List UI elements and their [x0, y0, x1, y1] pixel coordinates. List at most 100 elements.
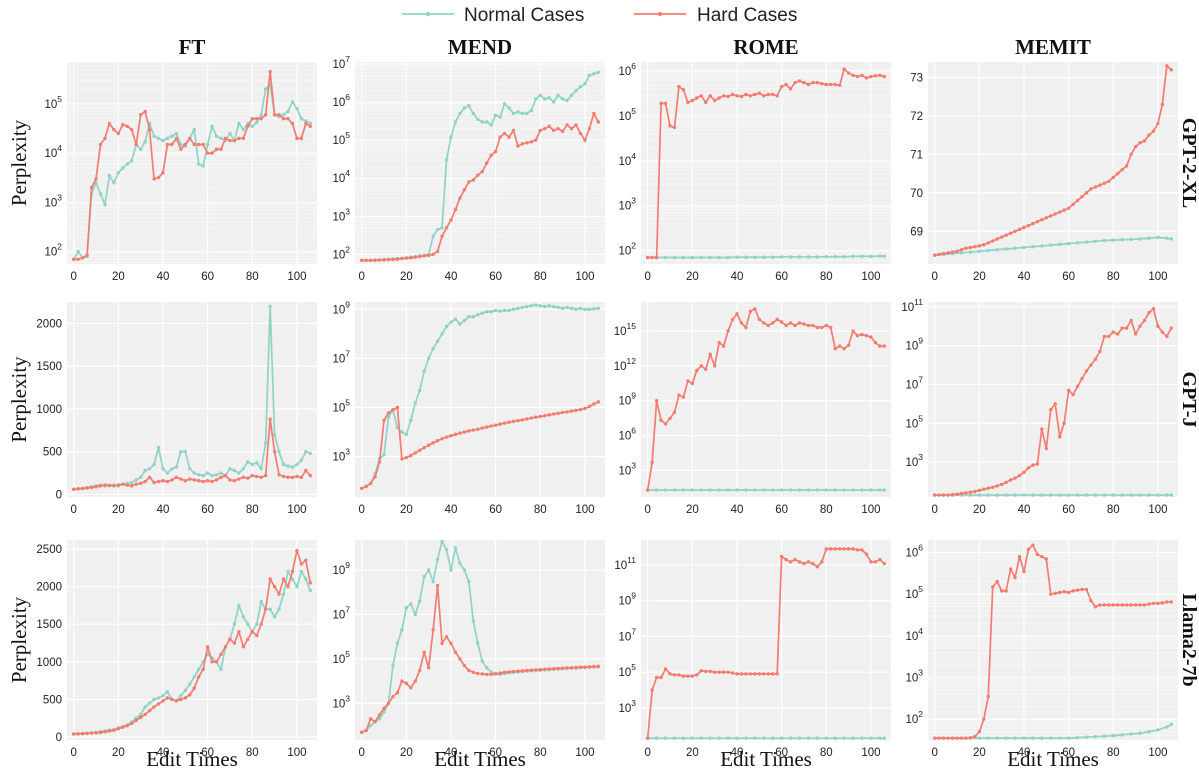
- x-tick-label: 80: [246, 271, 259, 283]
- data-point-normal: [986, 493, 990, 497]
- data-point-hard: [89, 731, 94, 735]
- data-point-hard: [650, 460, 654, 464]
- y-tick-base: 10: [905, 379, 918, 391]
- data-point-normal: [815, 255, 820, 259]
- data-point-hard: [1066, 590, 1071, 595]
- data-point-hard: [161, 171, 165, 175]
- data-point-normal: [534, 303, 538, 307]
- y-tick-exponent: 5: [631, 106, 636, 116]
- data-point-normal: [413, 612, 417, 617]
- data-point-normal: [968, 493, 973, 497]
- data-point-hard: [431, 252, 435, 257]
- x-tick-label: 40: [1018, 271, 1031, 283]
- data-point-hard: [1107, 334, 1111, 339]
- data-point-normal: [281, 462, 286, 467]
- data-point-hard: [829, 325, 833, 330]
- y-tick-exponent: 3: [918, 668, 923, 678]
- data-point-hard: [413, 679, 417, 683]
- data-point-normal: [587, 73, 592, 78]
- data-point-normal: [476, 641, 480, 646]
- x-tick-label: 80: [820, 271, 833, 283]
- data-point-normal: [1066, 493, 1071, 497]
- data-point-hard: [534, 415, 538, 419]
- data-point-hard: [878, 344, 882, 348]
- y-tick-base: 10: [332, 698, 345, 710]
- data-point-hard: [485, 425, 489, 429]
- data-point-hard: [152, 177, 156, 181]
- y-tick-base: 10: [614, 326, 627, 338]
- data-point-hard: [1124, 603, 1129, 607]
- x-tick-label: 40: [157, 504, 170, 516]
- data-point-hard: [1008, 478, 1013, 482]
- data-point-hard: [493, 423, 498, 427]
- data-point-normal: [1093, 493, 1098, 497]
- panel-gpt-2-xl-memit: 0 20 40 60 80 100 69 70 71 72 73: [910, 62, 1178, 283]
- x-tick-label: 40: [445, 271, 458, 283]
- y-tick-base: 10: [905, 673, 918, 685]
- data-point-hard: [308, 581, 312, 585]
- data-point-hard: [525, 141, 529, 145]
- data-point-normal: [1040, 244, 1044, 248]
- data-point-normal: [511, 307, 516, 312]
- data-point-normal: [192, 127, 196, 132]
- data-point-hard: [982, 487, 986, 491]
- data-point-hard: [757, 317, 761, 322]
- data-point-normal: [462, 318, 467, 323]
- data-point-hard: [802, 322, 806, 326]
- data-point-hard: [1147, 310, 1151, 315]
- data-point-hard: [955, 736, 959, 740]
- data-point-normal: [538, 304, 542, 308]
- data-point-normal: [726, 736, 730, 740]
- data-point-hard: [695, 368, 699, 373]
- data-point-hard: [493, 672, 498, 676]
- data-point-hard: [793, 80, 797, 85]
- data-point-hard: [377, 713, 382, 717]
- data-point-hard: [1049, 214, 1053, 218]
- data-point-normal: [210, 124, 214, 129]
- y-tick-label: 500: [43, 694, 62, 706]
- data-point-normal: [995, 493, 999, 497]
- data-point-normal: [560, 97, 565, 101]
- data-point-hard: [663, 422, 668, 426]
- data-point-hard: [864, 333, 869, 338]
- data-point-hard: [382, 418, 386, 422]
- data-point-normal: [493, 308, 498, 313]
- data-point-hard: [520, 418, 525, 422]
- data-point-hard: [485, 672, 489, 677]
- data-point-hard: [422, 650, 426, 654]
- data-point-hard: [686, 100, 690, 105]
- data-point-normal: [156, 696, 161, 700]
- y-tick-exponent: 5: [345, 397, 350, 407]
- y-tick-label: 1015: [614, 321, 637, 338]
- data-point-hard: [1013, 476, 1017, 480]
- data-point-hard: [1138, 141, 1142, 145]
- data-point-hard: [188, 136, 192, 141]
- data-point-normal: [717, 255, 721, 260]
- data-point-hard: [232, 479, 237, 483]
- data-point-hard: [704, 669, 708, 674]
- data-point-normal: [1093, 734, 1098, 739]
- data-point-hard: [955, 492, 959, 496]
- data-point-hard: [721, 670, 726, 674]
- data-point-hard: [851, 73, 855, 78]
- data-point-normal: [538, 93, 542, 98]
- data-point-hard: [829, 82, 833, 87]
- data-point-normal: [304, 449, 308, 454]
- x-tick-label: 60: [775, 271, 788, 283]
- data-point-normal: [596, 70, 600, 75]
- y-tick-base: 10: [332, 211, 345, 223]
- x-tick-label: 60: [201, 504, 214, 516]
- data-point-normal: [467, 104, 471, 108]
- data-point-hard: [744, 325, 748, 330]
- data-point-hard: [973, 489, 977, 494]
- data-point-hard: [161, 699, 165, 703]
- data-point-hard: [409, 686, 413, 690]
- data-point-hard: [708, 94, 712, 98]
- y-tick-label: 107: [332, 348, 350, 365]
- data-point-normal: [286, 109, 290, 114]
- data-point-hard: [121, 482, 125, 486]
- y-tick-base: 10: [332, 565, 345, 577]
- data-point-normal: [753, 488, 757, 492]
- data-point-normal: [281, 113, 286, 117]
